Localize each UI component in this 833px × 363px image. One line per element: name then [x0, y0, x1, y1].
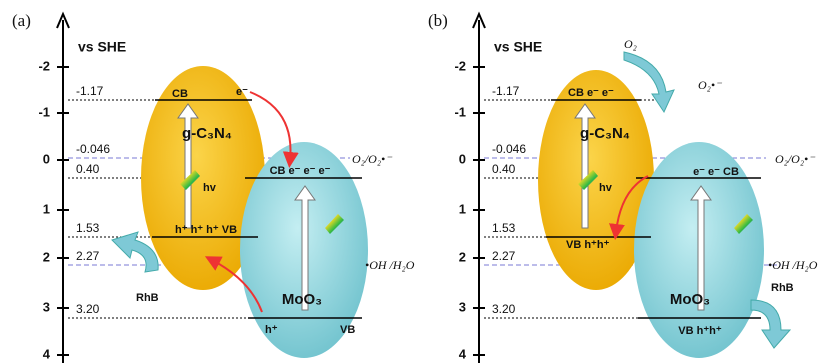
material-name: MoO₃: [670, 291, 710, 308]
oxygen-label: O₂•⁻: [698, 78, 723, 92]
tick-label: 3: [459, 299, 466, 314]
band-label: h⁺: [265, 324, 278, 336]
band-label: VB h⁺h⁺: [678, 325, 722, 337]
band-label: CB e⁻ e⁻: [568, 87, 614, 99]
tick-label: 2: [43, 249, 50, 264]
tick-label: -2: [38, 58, 50, 73]
level-label: -1.17: [492, 84, 520, 98]
tick-label: 4: [43, 346, 51, 361]
material-name: g-C₃N₄: [580, 125, 630, 142]
tick-label: 0: [43, 151, 50, 166]
material-name: MoO₃: [282, 291, 322, 308]
level-label: 0.40: [76, 162, 100, 176]
tick-label: 3: [43, 299, 50, 314]
level-label: -0.046: [492, 142, 526, 156]
tick-label: 2: [459, 249, 466, 264]
rhb-arrow: [751, 300, 790, 348]
redox-label: •OH /H₂O: [365, 258, 415, 272]
material-name: g-C₃N₄: [182, 125, 232, 142]
light-label: hv: [599, 182, 613, 194]
tick-label: 1: [459, 201, 466, 216]
axis-title: vs SHE: [494, 39, 542, 55]
band-label: CB: [172, 88, 188, 100]
light-label: hv: [203, 182, 217, 194]
axis-title: vs SHE: [78, 39, 126, 55]
level-label: -1.17: [76, 84, 104, 98]
figure: (a) vs SHE CB e⁻ g-C₃N₄ hv h⁺ h⁺ h⁺ VB C…: [0, 0, 833, 363]
level-label: 1.53: [76, 221, 100, 235]
band-label: h⁺ h⁺ h⁺ VB: [175, 224, 237, 236]
redox-label: O₂/O₂•⁻: [775, 152, 816, 166]
rhb-label: RhB: [136, 292, 159, 304]
tick-label: 0: [459, 151, 466, 166]
redox-label: O₂/O₂•⁻: [352, 152, 393, 166]
band-label: VB h⁺h⁺: [566, 239, 610, 251]
panel-a: (a) vs SHE CB e⁻ g-C₃N₄ hv h⁺ h⁺ h⁺ VB C…: [12, 11, 415, 363]
tick-label: -1: [38, 104, 50, 119]
oxygen-label: O₂: [624, 37, 637, 51]
band-label: e⁻ e⁻ CB: [693, 166, 739, 178]
level-label: 1.53: [492, 221, 516, 235]
level-label: -0.046: [76, 142, 110, 156]
tick-label: -1: [454, 104, 466, 119]
panel-label: (a): [12, 11, 31, 30]
panel-b: (b) vs SHE O₂ O₂•⁻ CB e⁻ e⁻ g-C₃N₄ hv VB…: [428, 11, 818, 363]
level-label: 3.20: [492, 302, 516, 316]
panel-label: (b): [428, 11, 448, 30]
tick-label: 4: [459, 346, 467, 361]
band-label: e⁻: [236, 86, 248, 98]
rhb-label: RhB: [771, 282, 794, 294]
level-label: 2.27: [492, 249, 516, 263]
level-label: 0.40: [492, 162, 516, 176]
tick-label: 1: [43, 201, 50, 216]
level-label: 2.27: [76, 249, 100, 263]
level-label: 3.20: [76, 302, 100, 316]
band-label: CB e⁻ e⁻ e⁻: [270, 165, 331, 177]
band-label: VB: [340, 324, 355, 336]
tick-label: -2: [454, 58, 466, 73]
redox-label: •OH /H₂O: [768, 258, 818, 272]
